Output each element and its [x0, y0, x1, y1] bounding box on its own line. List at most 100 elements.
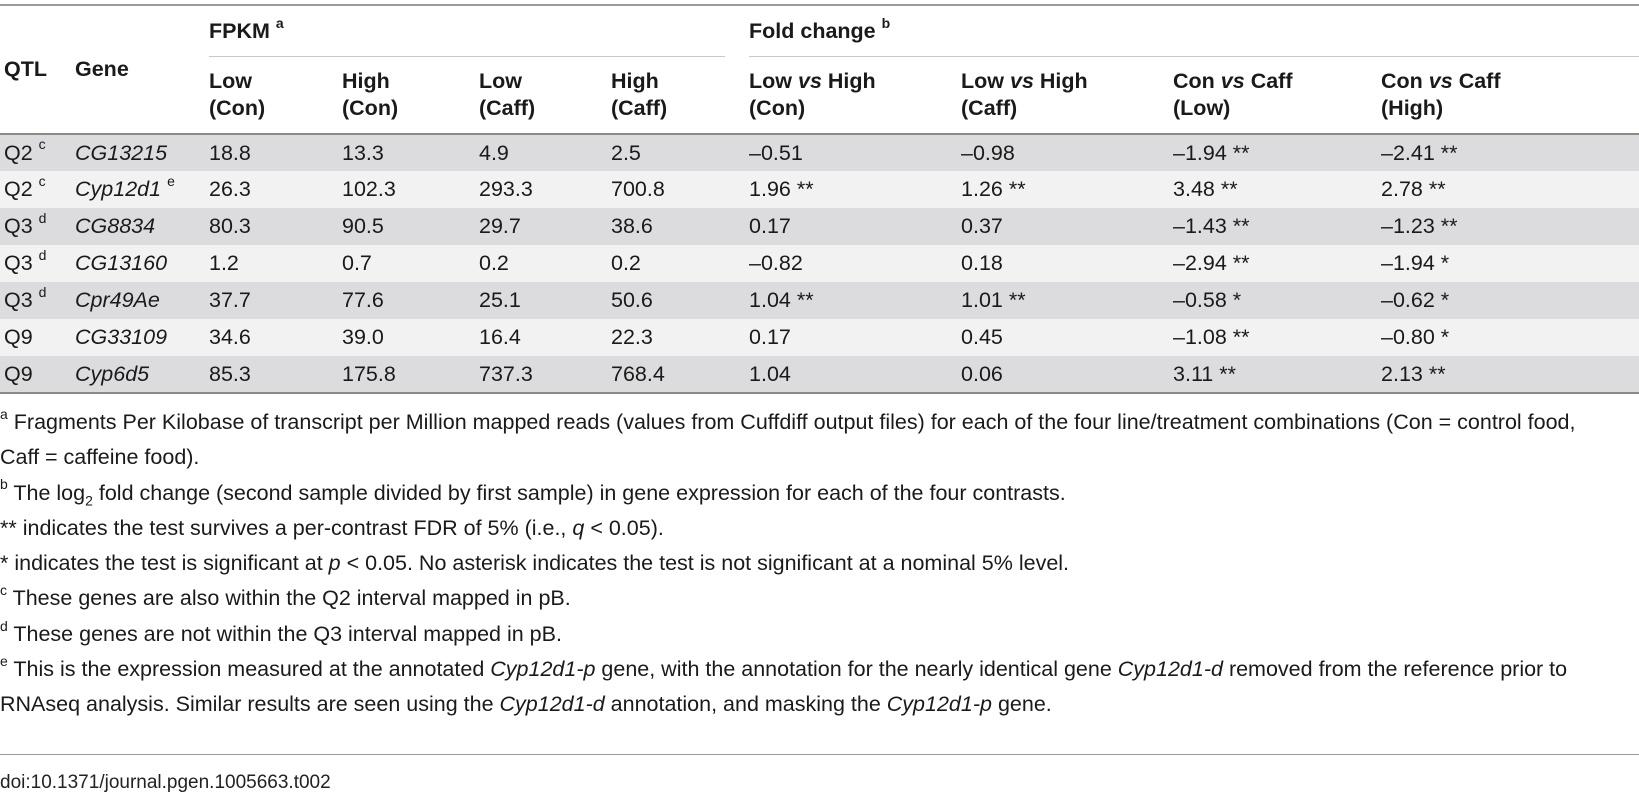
value-cell: 0.06	[957, 356, 1170, 394]
value-cell: 50.6	[607, 282, 746, 319]
header-high-con-line1: High	[342, 69, 390, 93]
header-gene: Gene	[71, 4, 205, 135]
qtl-value: Q3	[4, 251, 33, 275]
header-lowvshigh-caff: Low vs High (Caff)	[957, 57, 1170, 135]
qtl-footnote-mark: d	[38, 209, 47, 226]
value-cell: –2.41 **	[1377, 134, 1639, 171]
gene-cell: CG13160	[71, 245, 205, 282]
header-lowvshigh-con: Low vs High (Con)	[745, 57, 958, 135]
header-low-caff-line2: (Caff)	[479, 96, 536, 120]
header-convscaff-low: Con vs Caff (Low)	[1169, 57, 1378, 135]
table-row: Q9 CG33109 34.6 39.0 16.4 22.3 0.17 0.45…	[0, 319, 1639, 356]
value-cell: 1.26 **	[957, 171, 1170, 208]
qtl-value: Q2	[4, 177, 33, 201]
value-cell: 3.11 **	[1169, 356, 1378, 394]
footnote-a-text: Fragments Per Kilobase of transcript per…	[0, 410, 1576, 470]
value-cell: –0.98	[957, 134, 1170, 171]
h4a: Low	[749, 69, 793, 93]
value-cell: 2.5	[607, 134, 746, 171]
value-cell: 90.5	[338, 208, 475, 245]
value-cell: 1.96 **	[745, 171, 958, 208]
gene-cell: Cyp12d1 e	[71, 171, 205, 208]
qtl-cell: Q3 d	[0, 245, 71, 282]
value-cell: 18.8	[205, 134, 338, 171]
value-cell: 1.01 **	[957, 282, 1170, 319]
h7b: Caff	[1458, 69, 1501, 93]
footnote-d-mark: d	[0, 617, 8, 634]
header-lowvshigh-con-line1: Low vs High	[749, 68, 957, 95]
value-cell: –1.43 **	[1169, 208, 1378, 245]
header-low-con-line2: (Con)	[209, 96, 266, 120]
value-cell: 1.2	[205, 245, 338, 282]
header-convscaff-low-line2: (Low)	[1173, 96, 1231, 120]
qtl-cell: Q2 c	[0, 134, 71, 171]
header-convscaff-high-line2: (High)	[1381, 96, 1444, 120]
footnote-e-t2: gene, with the annotation for the nearly…	[595, 657, 1118, 682]
footnote-dstar-q: q	[572, 515, 585, 540]
footnote-e-t4: annotation, and masking the	[604, 692, 887, 717]
qtl-value: Q9	[4, 361, 33, 386]
footnote-b-mark: b	[0, 476, 8, 493]
value-cell: 4.9	[475, 134, 607, 171]
footnote-e-t5: gene.	[991, 692, 1052, 717]
header-high-con: High (Con)	[338, 57, 475, 135]
fold-change-label: Fold change	[749, 19, 876, 43]
value-cell: –0.51	[745, 134, 958, 171]
footnote-e-g1: Cyp12d1-p	[490, 657, 596, 682]
value-cell: 16.4	[475, 319, 607, 356]
value-cell: 0.2	[607, 245, 746, 282]
qtl-footnote-mark: d	[38, 283, 47, 300]
footnote-b-sub: 2	[85, 491, 93, 508]
gene-value: CG33109	[75, 325, 168, 349]
footnote-e-t1: This is the expression measured at the a…	[7, 657, 491, 682]
h6b: Caff	[1250, 69, 1293, 93]
footnote-c-text: These genes are also within the Q2 inter…	[7, 586, 571, 611]
header-convscaff-low-line1: Con vs Caff	[1173, 68, 1377, 95]
gene-value: CG13215	[75, 140, 168, 165]
value-cell: –1.23 **	[1377, 208, 1639, 245]
h4b: High	[827, 69, 876, 93]
h5a: Low	[961, 69, 1005, 93]
h6a: Con	[1173, 69, 1215, 93]
value-cell: 80.3	[205, 208, 338, 245]
gene-value: CG13160	[75, 251, 168, 275]
qtl-value: Q2	[4, 140, 33, 165]
value-cell: 1.04 **	[745, 282, 958, 319]
value-cell: 0.37	[957, 208, 1170, 245]
value-cell: 3.48 **	[1169, 171, 1378, 208]
h5vs: vs	[1010, 69, 1034, 93]
header-convscaff-high: Con vs Caff (High)	[1377, 57, 1639, 135]
footnote-e-mark: e	[0, 652, 8, 669]
value-cell: 25.1	[475, 282, 607, 319]
footnotes: a Fragments Per Kilobase of transcript p…	[0, 405, 1600, 723]
qtl-footnote-mark: c	[38, 136, 46, 153]
table-row: Q2 c CG13215 18.8 13.3 4.9 2.5 –0.51 –0.…	[0, 134, 1639, 171]
value-cell: 77.6	[338, 282, 475, 319]
doi-link[interactable]: doi:10.1371/journal.pgen.1005663.t002	[0, 772, 331, 793]
qtl-value: Q3	[4, 288, 33, 312]
table-row: Q9 Cyp6d5 85.3 175.8 737.3 768.4 1.04 0.…	[0, 356, 1639, 394]
value-cell: 85.3	[205, 356, 338, 394]
footnote-d-text: These genes are not within the Q3 interv…	[7, 621, 562, 646]
value-cell: –2.94 **	[1169, 245, 1378, 282]
header-fold-group: Fold change b	[745, 4, 1639, 57]
footnote-a: a Fragments Per Kilobase of transcript p…	[0, 405, 1600, 476]
table-row: Q3 d CG13160 1.2 0.7 0.2 0.2 –0.82 0.18 …	[0, 245, 1639, 282]
gene-value: CG8834	[75, 214, 156, 238]
gene-value: Cpr49Ae	[75, 288, 160, 312]
value-cell: 737.3	[475, 356, 607, 394]
header-convscaff-high-line1: Con vs Caff	[1381, 68, 1639, 95]
gene-cell: Cyp6d5	[71, 356, 205, 394]
value-cell: 38.6	[607, 208, 746, 245]
footnote-dstar-pre: ** indicates the test survives a per-con…	[0, 515, 573, 540]
header-lowvshigh-con-line2: (Con)	[749, 96, 806, 120]
value-cell: 102.3	[338, 171, 475, 208]
qtl-cell: Q9	[0, 319, 71, 356]
value-cell: –1.94 *	[1377, 245, 1639, 282]
fold-change-footnote-mark: b	[881, 14, 891, 31]
value-cell: –0.82	[745, 245, 958, 282]
value-cell: 0.17	[745, 319, 958, 356]
value-cell: –1.08 **	[1169, 319, 1378, 356]
value-cell: –0.58 *	[1169, 282, 1378, 319]
header-high-con-line2: (Con)	[342, 96, 399, 120]
